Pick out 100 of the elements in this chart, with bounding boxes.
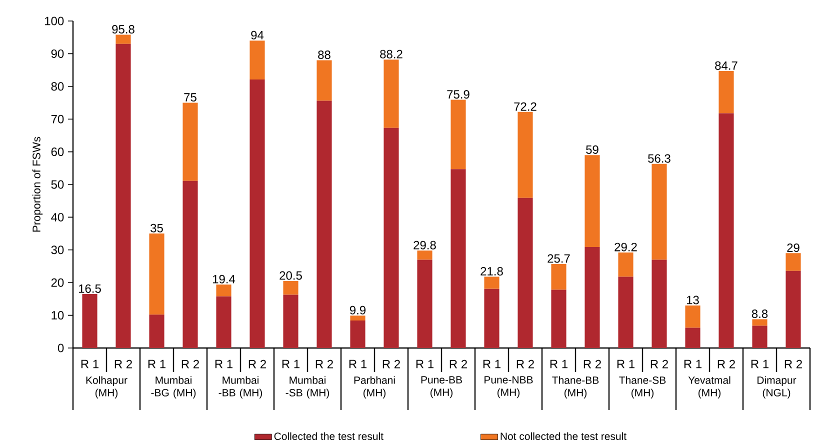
bar	[752, 326, 768, 348]
total-label: 59	[586, 145, 598, 154]
y-tick-label: 10	[52, 311, 64, 320]
bar	[484, 288, 500, 348]
total-label: 95.8	[112, 25, 134, 34]
x-tick-label: R 2	[114, 360, 132, 368]
bar	[518, 112, 533, 198]
x-tick-label: R 2	[182, 360, 199, 368]
bar	[316, 100, 332, 348]
x-tick-label: R 1	[81, 360, 98, 368]
y-tick-label: 70	[51, 114, 64, 124]
bar	[685, 305, 700, 328]
bar	[618, 276, 634, 348]
bar	[685, 328, 700, 348]
x-tick-label: R 2	[382, 360, 400, 368]
total-label: 20.5	[280, 271, 302, 280]
text: Kolhapur (MH)	[86, 376, 128, 398]
bar	[518, 198, 533, 348]
x-tick-label: R 1	[550, 360, 568, 368]
bar	[116, 44, 131, 348]
bar	[350, 316, 366, 321]
bar	[149, 314, 164, 348]
text: Pune-BB (MH)	[421, 376, 462, 398]
text: Yevatmal (MH)	[688, 376, 730, 398]
x-tick-label: R 1	[684, 360, 702, 368]
text: Dimapur (NGL)	[758, 376, 796, 398]
x-tick-label: R 1	[483, 360, 500, 368]
legend-label: Not collected the test result	[500, 432, 626, 440]
bar	[752, 319, 768, 326]
bar	[718, 71, 734, 114]
x-tick-label: R 2	[784, 360, 802, 368]
y-tick-label: 30	[51, 246, 64, 254]
bar	[350, 320, 366, 348]
bar	[786, 270, 801, 348]
x-tick-label: R 1	[416, 360, 434, 368]
bar	[551, 264, 566, 290]
bar	[384, 128, 399, 348]
y-tick-label: 20	[51, 278, 64, 287]
total-label: 88.2	[380, 50, 402, 58]
total-label: 9.9	[350, 306, 366, 314]
y-axis-title: Proportion of FSWs	[32, 136, 43, 232]
x-tick-label: R 2	[584, 360, 601, 368]
total-label: 94	[251, 30, 264, 40]
bar	[417, 250, 432, 260]
bar	[718, 113, 734, 348]
x-tick-label: R 1	[148, 360, 166, 368]
y-tick-label: 40	[51, 212, 64, 222]
x-tick-label: R 2	[316, 360, 333, 368]
x-tick-label: R 2	[450, 360, 467, 368]
text: Mumbai -BG (MH)	[151, 376, 196, 398]
y-tick-label: 50	[51, 180, 64, 189]
total-label: 75.9	[447, 90, 470, 99]
x-tick-label: R 1	[349, 360, 366, 368]
y-tick-label: 0	[58, 344, 64, 352]
total-label: 21.8	[480, 267, 503, 276]
x-tick-label: R 2	[516, 360, 534, 368]
bar	[450, 169, 466, 348]
bar	[116, 34, 131, 44]
bar	[82, 294, 98, 348]
text: Pune-NBB (MH)	[484, 376, 533, 398]
x-tick-label: R 1	[617, 360, 634, 368]
x-tick-label: R 1	[282, 360, 300, 368]
bar	[786, 253, 801, 271]
bar	[283, 294, 298, 348]
x-tick-label: R 2	[248, 360, 266, 368]
text: Thane-SB (MH)	[619, 376, 666, 398]
y-tick-label: 90	[51, 49, 64, 58]
x-tick-label: R 1	[751, 360, 768, 368]
total-label: 56.3	[648, 154, 670, 163]
text: Mumbai -BB (MH)	[218, 376, 262, 398]
total-label: 29	[787, 243, 800, 252]
total-label: 25.7	[548, 254, 570, 263]
bar	[182, 180, 198, 348]
total-label: 29.8	[414, 240, 436, 250]
legend-label: Collected the test result	[274, 432, 384, 440]
bar	[652, 260, 667, 348]
bar	[551, 290, 566, 348]
total-label: 29.2	[614, 242, 637, 252]
text: Mumbai -SB (MH)	[286, 376, 330, 398]
bar	[484, 276, 500, 289]
x-tick-label: R 2	[650, 360, 668, 368]
bar	[584, 246, 600, 348]
bar	[250, 40, 265, 80]
x-tick-label: R 1	[215, 360, 232, 368]
text: Thane-BB (MH)	[552, 376, 599, 398]
x-tick-label: R 2	[718, 360, 735, 368]
bar	[450, 100, 466, 170]
bar	[149, 234, 164, 315]
total-label: 84.7	[715, 61, 738, 70]
bar	[384, 60, 399, 128]
bar	[584, 155, 600, 247]
y-tick-label: 80	[51, 82, 64, 91]
total-label: 8.8	[752, 310, 768, 318]
total-label: 35	[150, 224, 163, 232]
bar	[216, 296, 232, 348]
bar	[216, 284, 232, 296]
total-label: 13	[687, 296, 699, 304]
bar	[316, 60, 332, 101]
total-label: 75	[184, 93, 196, 102]
bar	[417, 260, 432, 348]
